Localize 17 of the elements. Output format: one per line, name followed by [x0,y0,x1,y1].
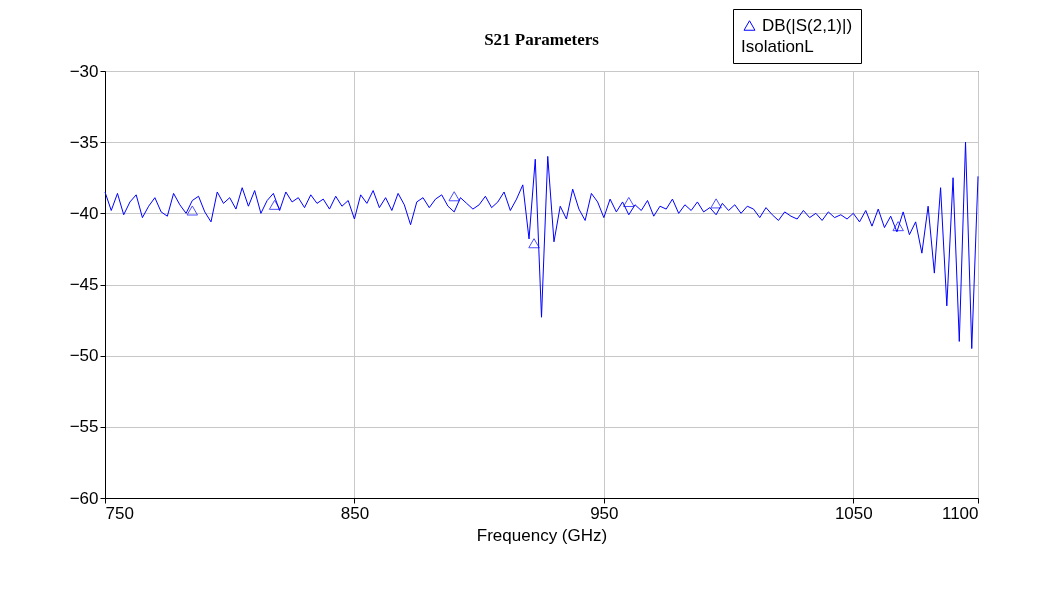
x-tick-label: 950 [590,503,619,523]
y-tick-label: −40 [69,203,99,223]
line-series [104,141,979,350]
y-tick-label: −60 [69,488,99,508]
x-tick-label: 750 [105,503,134,523]
y-tick-label: −45 [69,275,99,294]
legend-label: DB(|S(2,1)|) [762,15,853,35]
x-axis-title: Frequency (GHz) [476,525,608,545]
legend-title: IsolationL [741,37,814,56]
y-tick-label: −50 [69,346,99,366]
chart-title: S21 Parameters [484,29,600,49]
y-tick-label: −55 [69,417,99,437]
x-tick-label: 850 [340,503,370,523]
y-tick-label: −30 [69,61,99,81]
x-tick-label: 1050 [834,503,873,523]
y-tick-label: −35 [69,132,99,152]
x-tick-label: 1100 [941,503,979,523]
